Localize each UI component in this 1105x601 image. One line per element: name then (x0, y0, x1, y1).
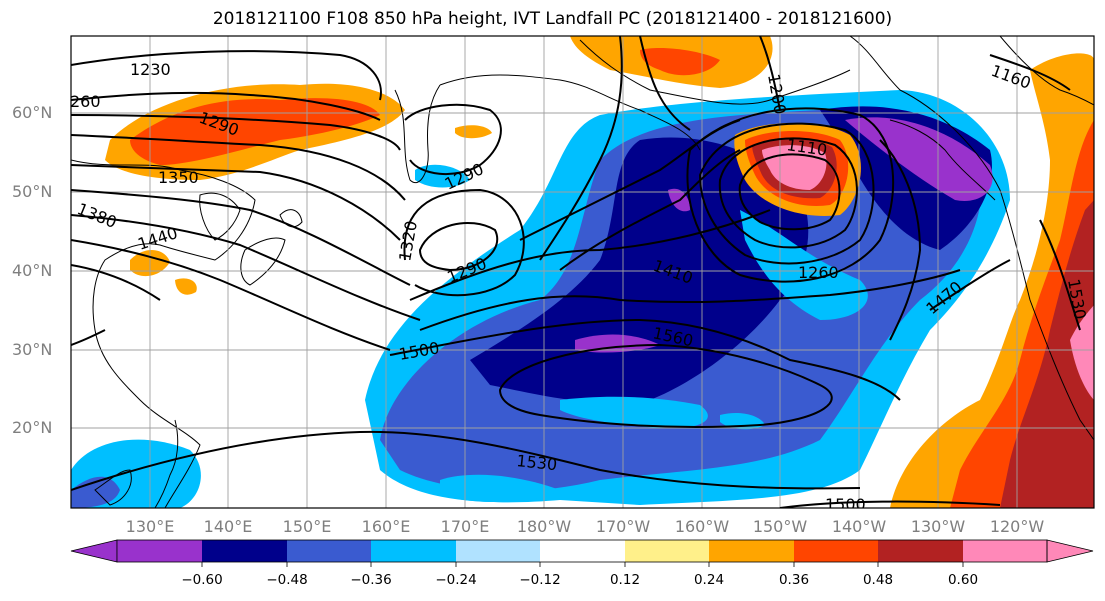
lat-label-30n: 30°N (12, 340, 53, 359)
coastlines (71, 36, 1094, 508)
lon-label: 180°W (516, 517, 572, 536)
lon-label: 140°E (203, 517, 253, 536)
colorbar-tick-label: 0.12 (609, 572, 641, 588)
lon-label: 130°W (910, 517, 966, 536)
colorbar-tick-label: −0.12 (519, 572, 561, 588)
contour-label: 1260 (798, 263, 839, 282)
colorbar-tick-label: 0.48 (862, 572, 894, 588)
lat-label-60n: 60°N (12, 103, 53, 122)
colorbar-bin (371, 540, 456, 562)
colorbar-bin (963, 540, 1047, 562)
colorbar-tick-label: −0.36 (350, 572, 392, 588)
colorbar-tick-label: 0.60 (947, 572, 979, 588)
colorbar (70, 539, 1094, 567)
contour-label: 1530 (516, 451, 558, 474)
colorbar-bin (117, 540, 202, 562)
lat-label-20n: 20°N (12, 418, 53, 437)
colorbar-tick-label: −0.60 (181, 572, 223, 588)
lon-label: 130°E (125, 517, 175, 536)
colorbar-tick-label: −0.48 (266, 572, 308, 588)
gridlines (71, 36, 1094, 508)
contour-label: 1500 (825, 495, 866, 514)
map-area: 1230 260 1290 1350 1380 1440 1290 1320 1… (70, 36, 1094, 514)
colorbar-extend-min (70, 539, 118, 563)
colorbar-bin (794, 540, 878, 562)
height-contours (71, 36, 1081, 508)
colorbar-bin (287, 540, 371, 562)
contour-label: 260 (70, 92, 101, 111)
lon-label: 160°E (361, 517, 411, 536)
lon-label: 150°W (752, 517, 808, 536)
contour-label: 1230 (130, 60, 171, 79)
colorbar-bin (456, 540, 540, 562)
lon-label: 160°W (674, 517, 730, 536)
lon-label: 170°W (595, 517, 651, 536)
colorbar-bin (202, 540, 287, 562)
colorbar-bin (540, 540, 625, 562)
lat-label-50n: 50°N (12, 182, 53, 201)
lon-label: 170°E (440, 517, 490, 536)
lon-label: 150°E (282, 517, 332, 536)
lat-label-40n: 40°N (12, 261, 53, 280)
lon-label: 140°W (831, 517, 887, 536)
colorbar-extend-max (1046, 539, 1094, 563)
colorbar-tick-label: 0.24 (693, 572, 725, 588)
colorbar-tick-label: 0.36 (778, 572, 810, 588)
colorbar-bin (878, 540, 963, 562)
map-frame (70, 35, 1095, 509)
positive-pc-field (105, 36, 1094, 508)
map-title: 2018121100 F108 850 hPa height, IVT Land… (212, 9, 893, 29)
colorbar-tick-label: −0.24 (435, 572, 477, 588)
lon-label: 120°W (989, 517, 1045, 536)
contour-label: 1350 (158, 168, 199, 187)
colorbar-bin (709, 540, 794, 562)
colorbar-bin (625, 540, 709, 562)
